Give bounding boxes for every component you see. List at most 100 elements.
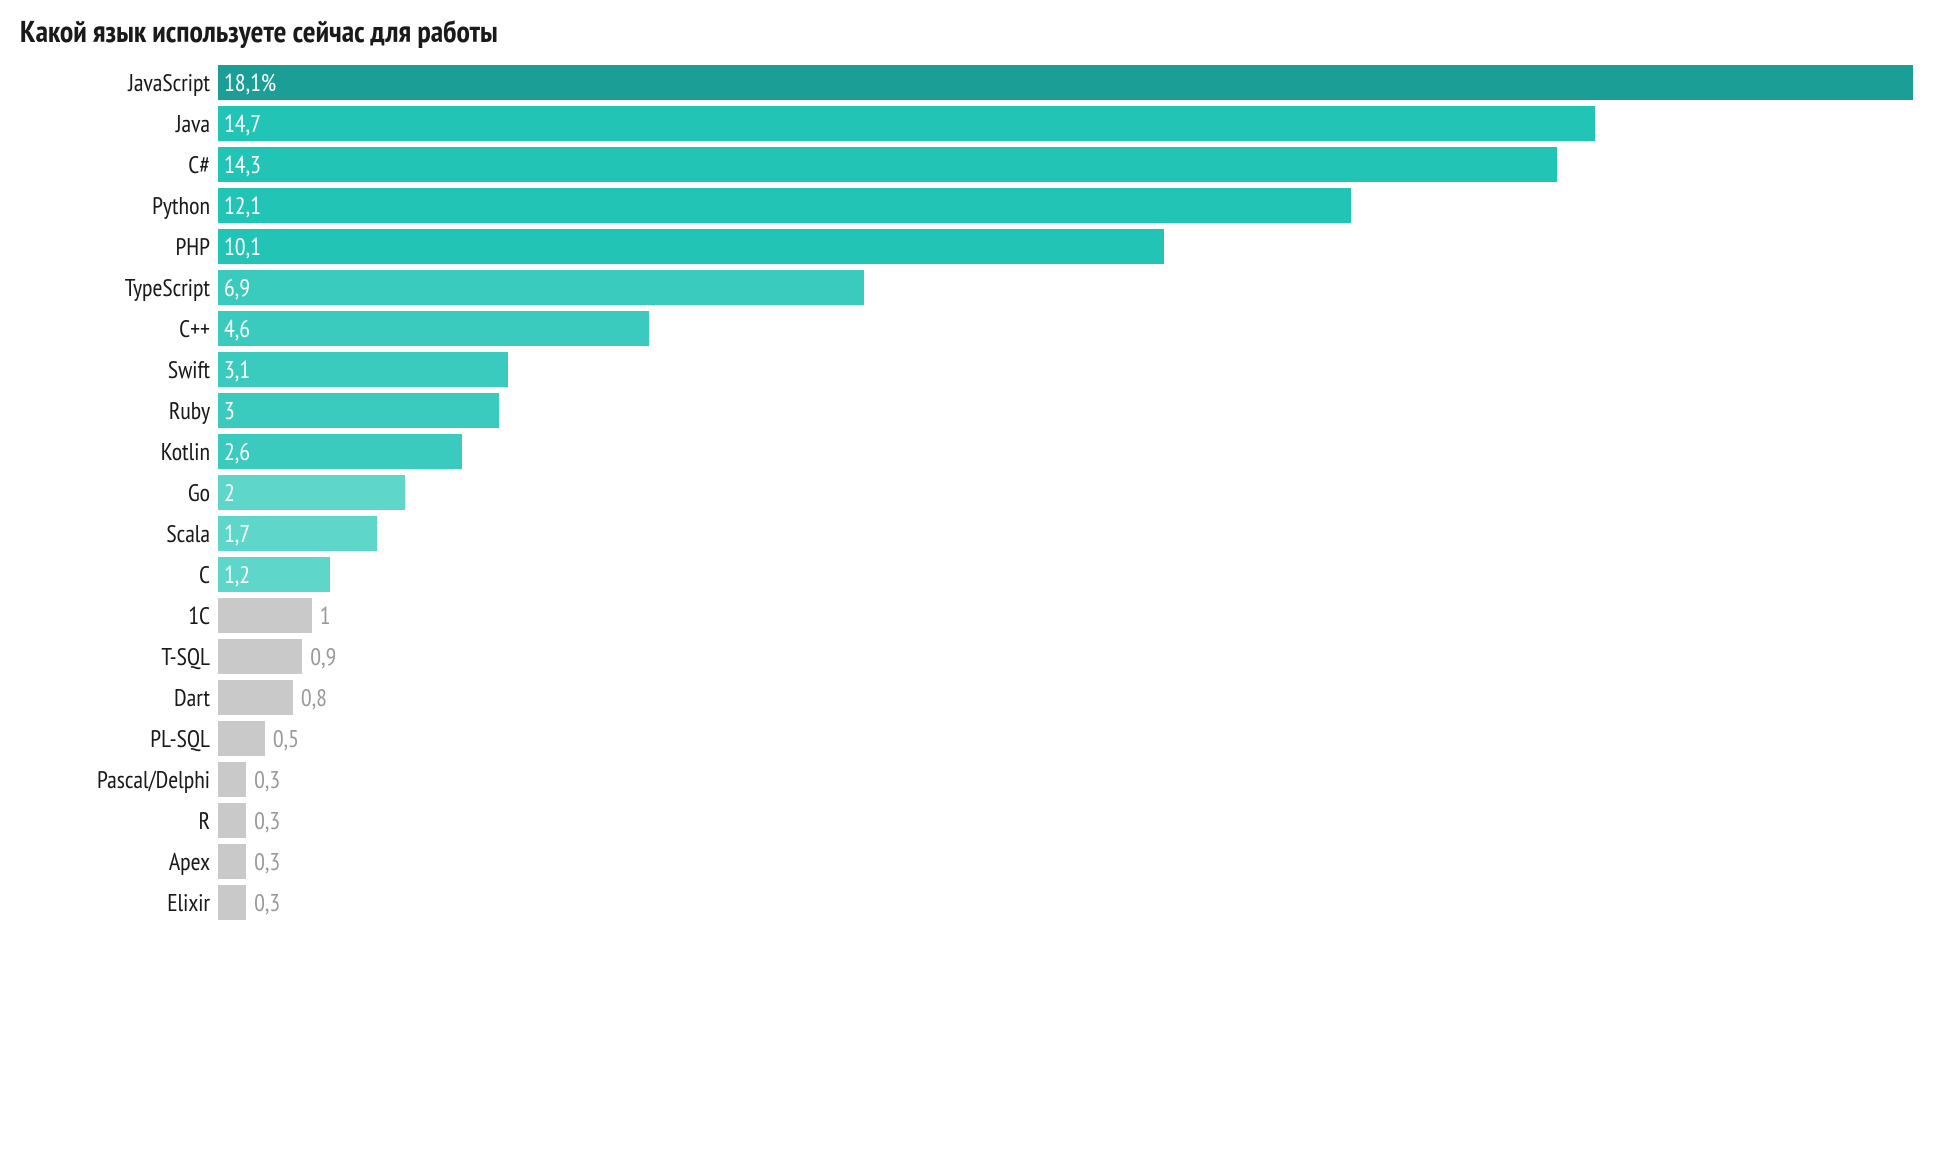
value-label: 18,1% <box>224 67 276 98</box>
category-label: Scala <box>20 518 218 549</box>
value-label: 12,1 <box>224 190 261 221</box>
bar-track: 2,6 <box>218 434 1939 469</box>
bar-track: 1,7 <box>218 516 1939 551</box>
bar-row: PHP10,1 <box>20 229 1939 264</box>
category-label: Pascal/Delphi <box>20 764 218 795</box>
chart-title: Какой язык используете сейчас для работы <box>20 12 1939 51</box>
bar: 14,3 <box>218 147 1557 182</box>
value-label: 2 <box>224 477 235 508</box>
bar-row: Ruby3 <box>20 393 1939 428</box>
bar-track: 0,3 <box>218 844 1939 879</box>
category-label: PL-SQL <box>20 723 218 754</box>
bar-track: 6,9 <box>218 270 1939 305</box>
value-label: 0,3 <box>254 887 280 918</box>
bar: 12,1 <box>218 188 1351 223</box>
bar-row: Apex0,3 <box>20 844 1939 879</box>
value-label: 2,6 <box>224 436 250 467</box>
value-label: 4,6 <box>224 313 250 344</box>
category-label: 1C <box>20 600 218 631</box>
value-label: 0,3 <box>254 764 280 795</box>
category-label: TypeScript <box>20 272 218 303</box>
bar-row: C++4,6 <box>20 311 1939 346</box>
bar-track: 0,3 <box>218 803 1939 838</box>
category-label: Ruby <box>20 395 218 426</box>
bar: 0,3 <box>218 885 246 920</box>
bar: 0,3 <box>218 762 246 797</box>
bar-track: 4,6 <box>218 311 1939 346</box>
category-label: C <box>20 559 218 590</box>
value-label: 1 <box>320 600 331 631</box>
bar: 6,9 <box>218 270 864 305</box>
value-label: 1,7 <box>224 518 250 549</box>
bar-track: 2 <box>218 475 1939 510</box>
category-label: Python <box>20 190 218 221</box>
bar-row: Scala1,7 <box>20 516 1939 551</box>
bar: 1,7 <box>218 516 377 551</box>
category-label: Go <box>20 477 218 508</box>
bar-row: Elixir0,3 <box>20 885 1939 920</box>
bar-row: 1C1 <box>20 598 1939 633</box>
bar-track: 18,1% <box>218 65 1939 100</box>
value-label: 6,9 <box>224 272 250 303</box>
bar: 0,5 <box>218 721 265 756</box>
bar: 0,3 <box>218 844 246 879</box>
bar: 0,3 <box>218 803 246 838</box>
bar-track: 3,1 <box>218 352 1939 387</box>
bar: 3,1 <box>218 352 508 387</box>
bar-row: JavaScript18,1% <box>20 65 1939 100</box>
value-label: 3,1 <box>224 354 250 385</box>
value-label: 14,3 <box>224 149 261 180</box>
bar-track: 10,1 <box>218 229 1939 264</box>
category-label: C# <box>20 149 218 180</box>
bar-row: TypeScript6,9 <box>20 270 1939 305</box>
value-label: 1,2 <box>224 559 250 590</box>
bar-track: 0,8 <box>218 680 1939 715</box>
category-label: Elixir <box>20 887 218 918</box>
bar-row: PL-SQL0,5 <box>20 721 1939 756</box>
bar: 10,1 <box>218 229 1164 264</box>
bar-row: T-SQL0,9 <box>20 639 1939 674</box>
category-label: Kotlin <box>20 436 218 467</box>
bar: 1 <box>218 598 312 633</box>
bar: 2,6 <box>218 434 462 469</box>
category-label: JavaScript <box>20 67 218 98</box>
category-label: Java <box>20 108 218 139</box>
bar: 2 <box>218 475 405 510</box>
bar-track: 1 <box>218 598 1939 633</box>
bar-track: 0,3 <box>218 885 1939 920</box>
value-label: 14,7 <box>224 108 261 139</box>
bar-row: Kotlin2,6 <box>20 434 1939 469</box>
category-label: Dart <box>20 682 218 713</box>
bar: 18,1% <box>218 65 1913 100</box>
bar-track: 1,2 <box>218 557 1939 592</box>
bar-row: Swift3,1 <box>20 352 1939 387</box>
bar-track: 12,1 <box>218 188 1939 223</box>
value-label: 0,3 <box>254 846 280 877</box>
value-label: 0,3 <box>254 805 280 836</box>
bar-row: Go2 <box>20 475 1939 510</box>
bar-row: Dart0,8 <box>20 680 1939 715</box>
bar-row: Pascal/Delphi0,3 <box>20 762 1939 797</box>
bar-row: Java14,7 <box>20 106 1939 141</box>
category-label: Apex <box>20 846 218 877</box>
bar-track: 14,3 <box>218 147 1939 182</box>
bar-row: R0,3 <box>20 803 1939 838</box>
category-label: C++ <box>20 313 218 344</box>
bar-track: 0,5 <box>218 721 1939 756</box>
bar-chart: JavaScript18,1%Java14,7C#14,3Python12,1P… <box>20 65 1939 920</box>
bar: 3 <box>218 393 499 428</box>
bar-row: C#14,3 <box>20 147 1939 182</box>
bar: 0,8 <box>218 680 293 715</box>
category-label: R <box>20 805 218 836</box>
value-label: 10,1 <box>224 231 261 262</box>
value-label: 0,9 <box>310 641 336 672</box>
category-label: Swift <box>20 354 218 385</box>
value-label: 0,5 <box>273 723 299 754</box>
bar-row: Python12,1 <box>20 188 1939 223</box>
bar: 1,2 <box>218 557 330 592</box>
bar: 14,7 <box>218 106 1595 141</box>
bar-track: 0,3 <box>218 762 1939 797</box>
value-label: 3 <box>224 395 235 426</box>
bar-track: 14,7 <box>218 106 1939 141</box>
bar-track: 0,9 <box>218 639 1939 674</box>
